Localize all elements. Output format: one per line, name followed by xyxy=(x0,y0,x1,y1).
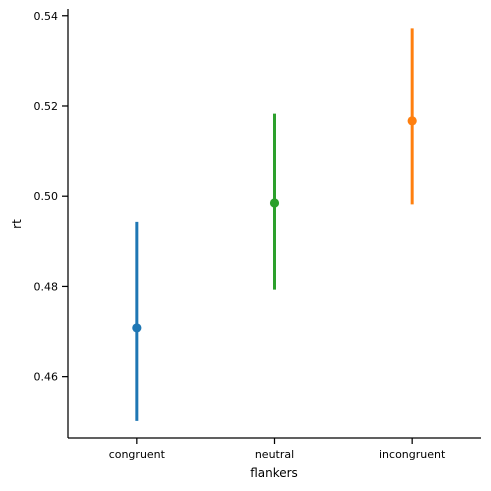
x-tick-label: congruent xyxy=(109,448,166,461)
y-tick-label: 0.54 xyxy=(34,10,59,23)
x-axis-label: flankers xyxy=(250,466,298,480)
y-axis-label: rt xyxy=(10,219,24,229)
marks xyxy=(132,28,417,421)
y-tick-label: 0.48 xyxy=(34,280,59,293)
y-tick-label: 0.52 xyxy=(34,100,59,113)
y-tick-label: 0.50 xyxy=(34,190,59,203)
y-tick-label: 0.46 xyxy=(34,371,59,384)
x-ticks: congruent neutral incongruent xyxy=(109,438,446,461)
x-tick-label: neutral xyxy=(255,448,294,461)
point-congruent xyxy=(132,323,142,333)
point-neutral xyxy=(269,198,280,208)
y-ticks: 0.46 0.48 0.50 0.52 0.54 xyxy=(34,10,68,384)
x-tick-label: incongruent xyxy=(379,448,446,461)
point-incongruent xyxy=(407,116,417,126)
